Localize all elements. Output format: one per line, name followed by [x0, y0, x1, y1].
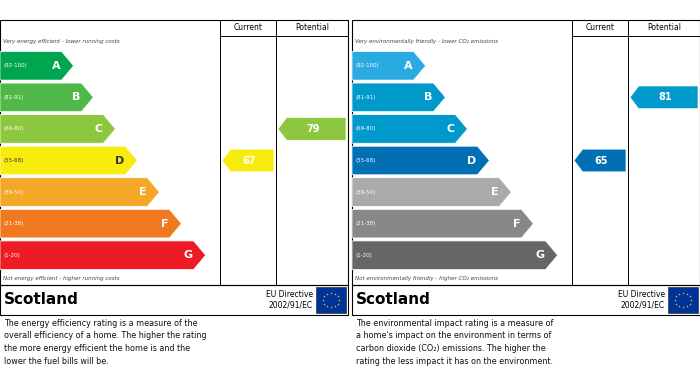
Text: E: E: [139, 187, 146, 197]
Text: G: G: [183, 250, 192, 260]
Text: The environmental impact rating is a measure of
a home's impact on the environme: The environmental impact rating is a mea…: [356, 319, 554, 366]
Text: Not environmentally friendly - higher CO₂ emissions: Not environmentally friendly - higher CO…: [355, 276, 498, 281]
Polygon shape: [352, 178, 512, 206]
Polygon shape: [574, 149, 626, 172]
Text: (92-100): (92-100): [355, 63, 379, 68]
Text: C: C: [94, 124, 102, 134]
Text: A: A: [404, 61, 412, 71]
Text: A: A: [52, 61, 61, 71]
Text: B: B: [72, 92, 80, 102]
Bar: [316, 287, 346, 313]
Bar: [668, 287, 698, 313]
Text: Very energy efficient - lower running costs: Very energy efficient - lower running co…: [3, 39, 120, 44]
Text: 81: 81: [659, 92, 672, 102]
Text: EU Directive
2002/91/EC: EU Directive 2002/91/EC: [266, 290, 313, 310]
Polygon shape: [222, 149, 274, 172]
Text: F: F: [513, 219, 520, 229]
Text: F: F: [161, 219, 169, 229]
Text: (81-91): (81-91): [3, 95, 23, 100]
Text: E: E: [491, 187, 498, 197]
Polygon shape: [0, 209, 181, 238]
Polygon shape: [0, 178, 160, 206]
Text: (55-68): (55-68): [355, 158, 375, 163]
Text: D: D: [115, 156, 125, 165]
Polygon shape: [0, 241, 206, 269]
Text: Current: Current: [234, 23, 262, 32]
Text: Potential: Potential: [647, 23, 681, 32]
Text: (1-20): (1-20): [3, 253, 20, 258]
Text: The energy efficiency rating is a measure of the
overall efficiency of a home. T: The energy efficiency rating is a measur…: [4, 319, 206, 366]
Text: (92-100): (92-100): [3, 63, 27, 68]
Text: (81-91): (81-91): [355, 95, 375, 100]
Polygon shape: [352, 209, 533, 238]
Text: 79: 79: [307, 124, 320, 134]
Polygon shape: [278, 118, 346, 140]
Polygon shape: [352, 52, 426, 80]
Text: (69-80): (69-80): [355, 126, 375, 131]
Text: (39-54): (39-54): [3, 190, 23, 195]
Text: D: D: [467, 156, 477, 165]
Polygon shape: [352, 115, 468, 143]
Text: Energy Efficiency Rating: Energy Efficiency Rating: [4, 5, 148, 15]
Polygon shape: [0, 115, 116, 143]
Polygon shape: [0, 146, 137, 175]
Text: C: C: [447, 124, 454, 134]
Text: Scotland: Scotland: [4, 292, 79, 307]
Text: G: G: [536, 250, 545, 260]
Text: Current: Current: [585, 23, 615, 32]
Text: (21-38): (21-38): [355, 221, 375, 226]
Text: (69-80): (69-80): [3, 126, 23, 131]
Text: Very environmentally friendly - lower CO₂ emissions: Very environmentally friendly - lower CO…: [355, 39, 498, 44]
Text: (55-68): (55-68): [3, 158, 23, 163]
Text: (39-54): (39-54): [355, 190, 375, 195]
Text: Potential: Potential: [295, 23, 329, 32]
Polygon shape: [0, 52, 74, 80]
Polygon shape: [630, 86, 698, 109]
Text: 65: 65: [594, 156, 608, 165]
Text: (21-38): (21-38): [3, 221, 23, 226]
Text: 67: 67: [242, 156, 256, 165]
Polygon shape: [0, 83, 93, 112]
Text: Environmental Impact (CO₂) Rating: Environmental Impact (CO₂) Rating: [356, 5, 562, 15]
Polygon shape: [352, 83, 445, 112]
Polygon shape: [352, 241, 558, 269]
Text: Not energy efficient - higher running costs: Not energy efficient - higher running co…: [3, 276, 120, 281]
Text: (1-20): (1-20): [355, 253, 372, 258]
Text: EU Directive
2002/91/EC: EU Directive 2002/91/EC: [618, 290, 665, 310]
Text: B: B: [424, 92, 433, 102]
Polygon shape: [352, 146, 489, 175]
Text: Scotland: Scotland: [356, 292, 431, 307]
